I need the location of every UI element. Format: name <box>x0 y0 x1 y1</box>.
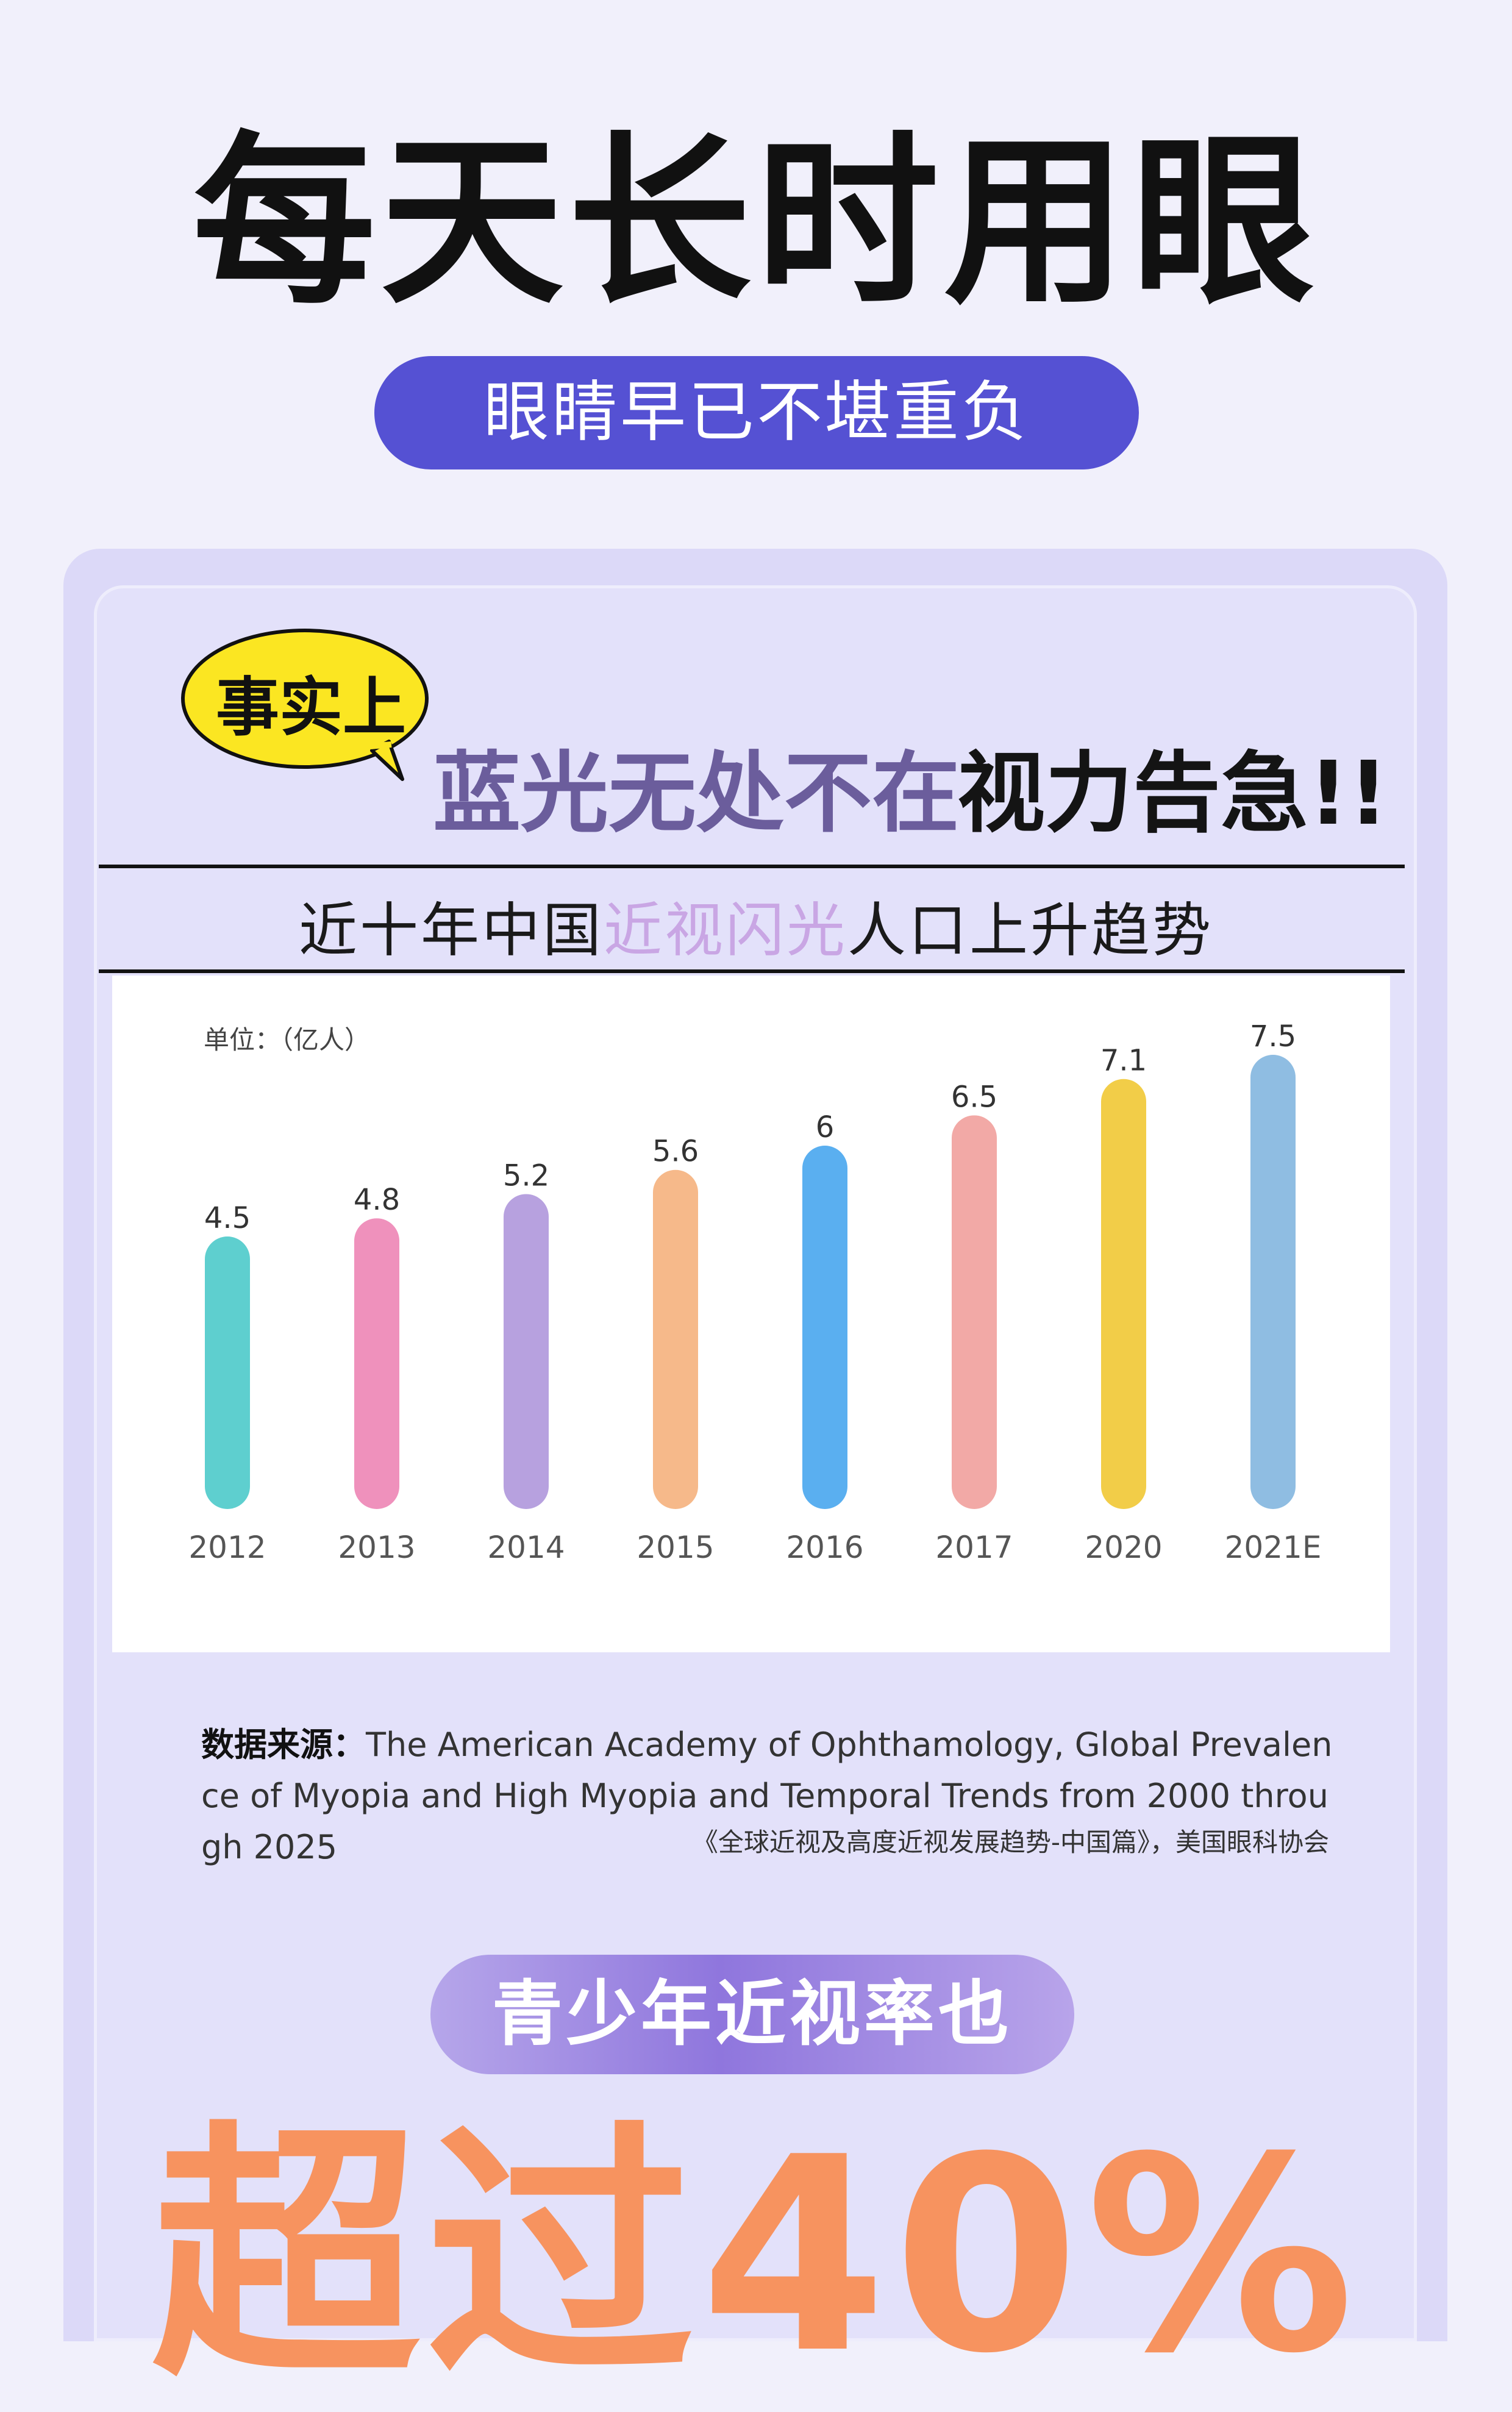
value-label-2014: 5.2 <box>503 1158 549 1193</box>
value-label-2012: 4.5 <box>204 1201 251 1235</box>
bar-2021E <box>1250 1055 1296 1509</box>
bar-2015 <box>653 1169 698 1509</box>
subheadline-pill: 眼睛早已不堪重负 <box>374 356 1139 469</box>
bar-2012 <box>205 1236 250 1509</box>
headline: 每天长时用眼 <box>193 116 1319 329</box>
big-stat: 超过40% <box>151 2100 1361 2412</box>
value-label-2021E: 7.5 <box>1250 1019 1296 1054</box>
value-label-2015: 5.6 <box>652 1135 699 1169</box>
bar-2016 <box>802 1146 847 1509</box>
source-cn: 《全球近视及高度近视发展趋势-中国篇》，美国眼科协会 <box>692 1827 1329 1857</box>
tick-label-2013: 2013 <box>338 1530 415 1565</box>
subtitle-highlight: 近视闪光 <box>604 896 847 965</box>
source-label: 数据来源： <box>201 1725 366 1764</box>
value-label-2016: 6 <box>816 1110 835 1144</box>
tick-label-2020: 2020 <box>1085 1530 1162 1565</box>
title-vision-alert: 视力告急!! <box>957 742 1389 844</box>
bar-2017 <box>952 1115 997 1509</box>
bar-chart: 单位：（亿人） 4.5 2012 4.8 2013 5.2 2014 5.6 2015 6 2016… <box>188 1019 1322 1565</box>
title-blue-light: 蓝光无处不在 <box>433 742 960 844</box>
divider-top <box>99 865 1405 868</box>
bar-2020 <box>1101 1079 1146 1509</box>
chart-subtitle: 近十年中国近视闪光人口上升趋势 <box>0 883 1512 968</box>
tick-label-2012: 2012 <box>188 1530 266 1565</box>
value-label-2017: 6.5 <box>951 1080 997 1114</box>
tick-label-2021E: 2021E <box>1225 1530 1322 1565</box>
value-label-2020: 7.1 <box>1100 1044 1147 1078</box>
source-text: The American Academy of Ophthamology, Gl… <box>201 1725 1333 1866</box>
tick-label-2015: 2015 <box>637 1530 714 1565</box>
chart-panel: 单位：（亿人） 4.5 2012 4.8 2013 5.2 2014 5.6 2015 6 2016… <box>112 976 1390 1652</box>
tick-label-2016: 2016 <box>786 1530 863 1565</box>
unit-label: 单位：（亿人） <box>204 1025 370 1055</box>
subtitle-post: 人口上升趋势 <box>847 896 1213 965</box>
bar-2013 <box>354 1218 399 1509</box>
tick-label-2014: 2014 <box>487 1530 565 1565</box>
subtitle-pre: 近十年中国 <box>299 896 604 965</box>
divider-bottom <box>99 969 1405 973</box>
value-label-2013: 4.8 <box>354 1183 400 1217</box>
teen-myopia-pill: 青少年近视率也 <box>430 1955 1074 2074</box>
tick-label-2017: 2017 <box>935 1530 1013 1565</box>
speech-bubble-icon <box>181 629 429 781</box>
source-note: 数据来源：The American Academy of Ophthamolog… <box>201 1719 1335 1873</box>
bar-2014 <box>504 1194 549 1509</box>
bubble-text: 事实上 <box>215 670 406 744</box>
